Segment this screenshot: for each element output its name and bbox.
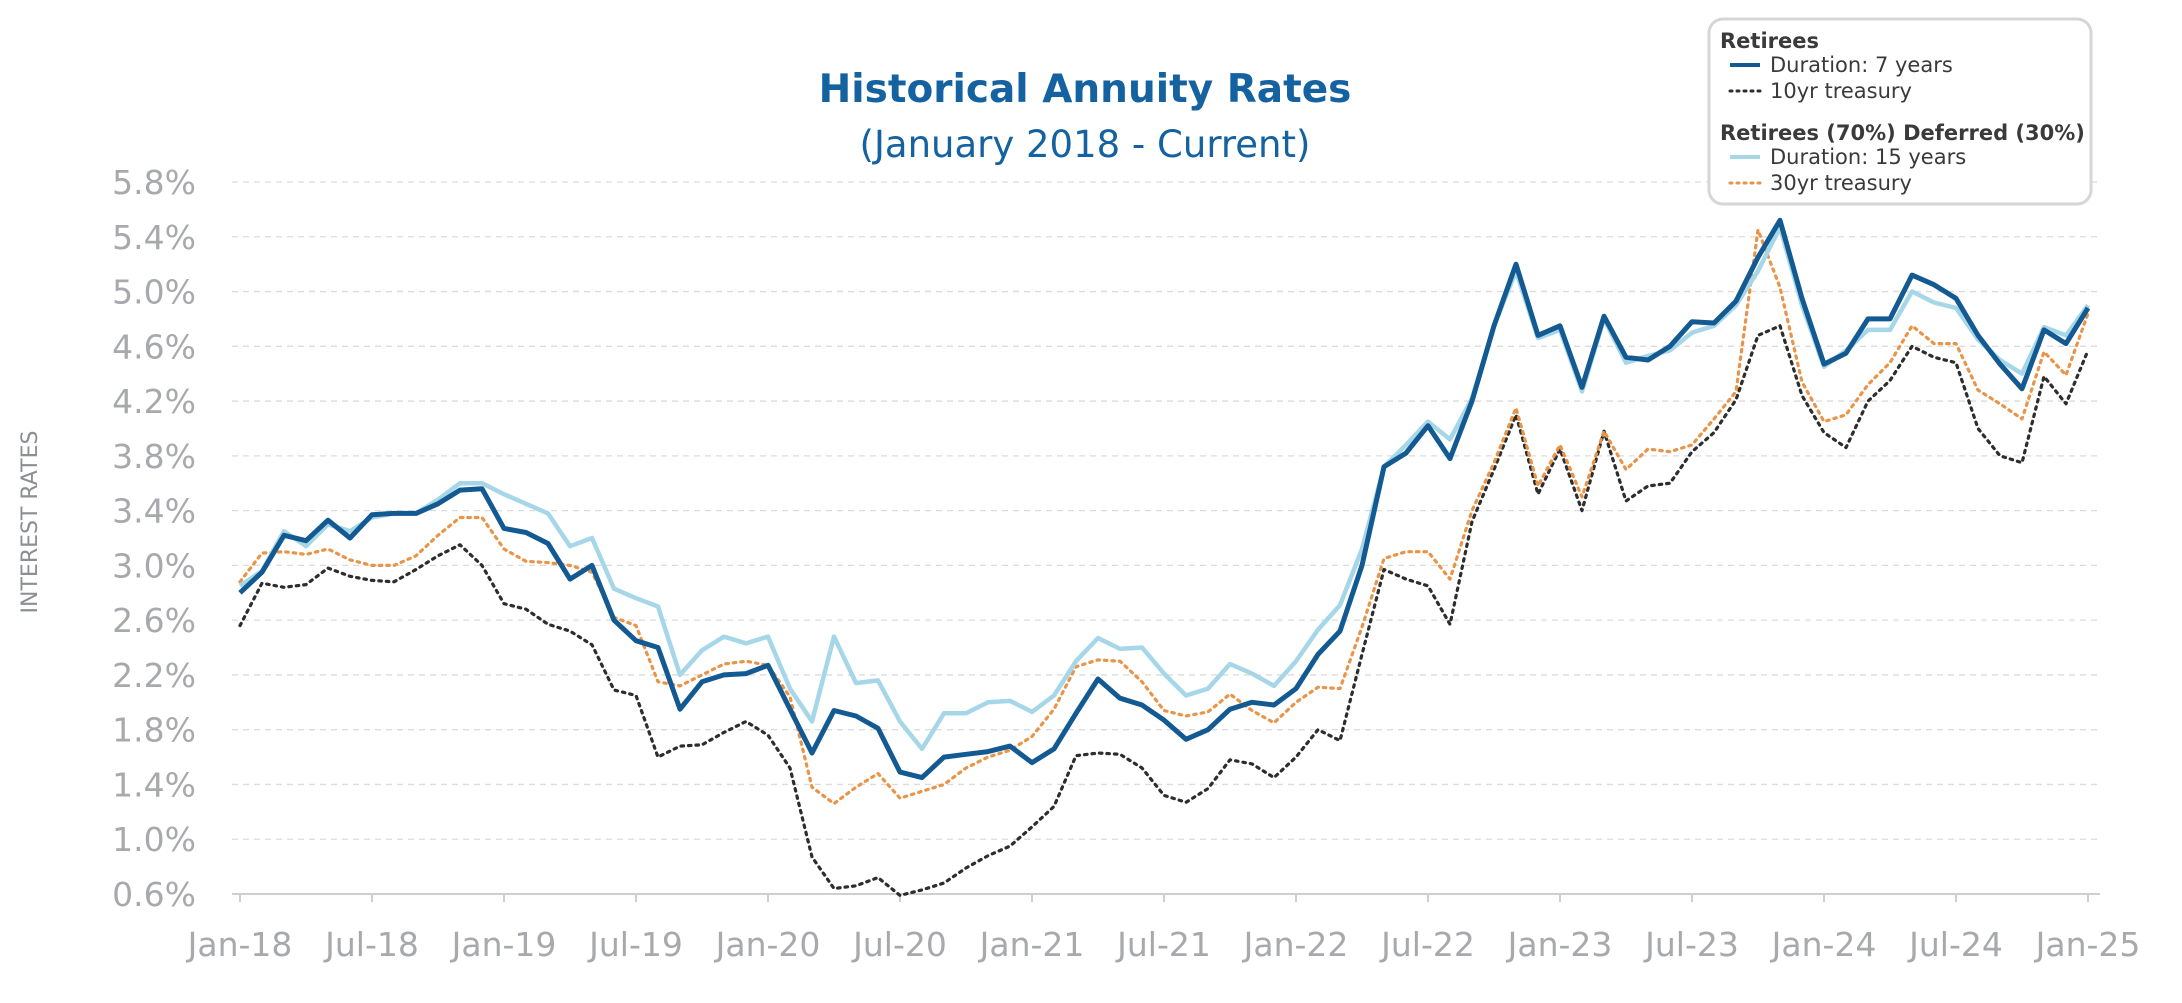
y-tick-label: 1.4%	[112, 765, 196, 804]
x-tick-label: Jul-22	[1379, 925, 1475, 964]
x-tick-label: Jan-21	[978, 925, 1085, 964]
y-tick-label: 4.6%	[112, 327, 196, 366]
x-tick-label: Jan-19	[450, 925, 557, 964]
y-tick-label: 0.6%	[112, 875, 196, 914]
x-tick-label: Jul-19	[587, 925, 683, 964]
chart-subtitle: (January 2018 - Current)	[860, 123, 1311, 166]
x-tick-label: Jan-20	[714, 925, 821, 964]
x-tick-label: Jan-23	[1506, 925, 1613, 964]
series-line-10yr-treasury	[238, 324, 2090, 898]
legend-heading: Retirees	[1720, 29, 1819, 53]
legend-label: Duration: 15 years	[1770, 145, 1966, 169]
series-line-duration-7-years	[238, 217, 2091, 781]
x-tick-label: Jan-25	[2034, 925, 2141, 964]
y-tick-label: 3.4%	[112, 492, 196, 531]
legend-label: 30yr treasury	[1770, 171, 1912, 195]
legend-box	[1707, 17, 2093, 206]
y-tick-label: 1.0%	[112, 820, 196, 859]
y-tick-label: 2.6%	[112, 601, 196, 640]
x-tick-label: Jan-18	[186, 925, 293, 964]
chart-title: Historical Annuity Rates	[819, 67, 1352, 112]
series-line-30yr-treasury	[238, 228, 2090, 806]
y-tick-label: 1.8%	[112, 711, 196, 750]
y-axis-ticks: 0.6% 1.0% 1.4% 1.8% 2.2% 2.6% 3.0% 3.4% 3.8% 4.2%…	[112, 163, 196, 914]
x-tick-label: Jul-21	[1115, 925, 1211, 964]
y-tick-label: 5.8%	[112, 163, 196, 202]
y-tick-label: 2.2%	[112, 656, 196, 695]
y-tick-label: 5.4%	[112, 218, 196, 257]
y-tick-label: 4.2%	[112, 382, 196, 421]
plot-series	[238, 217, 2091, 898]
x-tick-label: Jul-23	[1643, 925, 1739, 964]
x-tick-label: Jul-24	[1907, 925, 2003, 964]
x-tick-label: Jul-20	[851, 925, 947, 964]
y-tick-label: 3.0%	[112, 546, 196, 585]
legend-label: 10yr treasury	[1770, 79, 1912, 103]
legend-heading: Retirees (70%) Deferred (30%)	[1720, 121, 2085, 145]
legend-label: Duration: 7 years	[1770, 53, 1953, 77]
x-axis-ticks: Jan-18 Jul-18 Jan-19 Jul-19 Jan-20 Jul-20 Jan-…	[186, 894, 2141, 964]
x-tick-label: Jan-24	[1770, 925, 1877, 964]
y-axis-label: INTEREST RATES	[18, 431, 43, 614]
x-tick-label: Jan-22	[1242, 925, 1349, 964]
x-tick-label: Jul-18	[323, 925, 419, 964]
y-tick-label: 3.8%	[112, 437, 196, 476]
gridlines	[232, 181, 2100, 840]
y-tick-label: 5.0%	[112, 273, 196, 312]
